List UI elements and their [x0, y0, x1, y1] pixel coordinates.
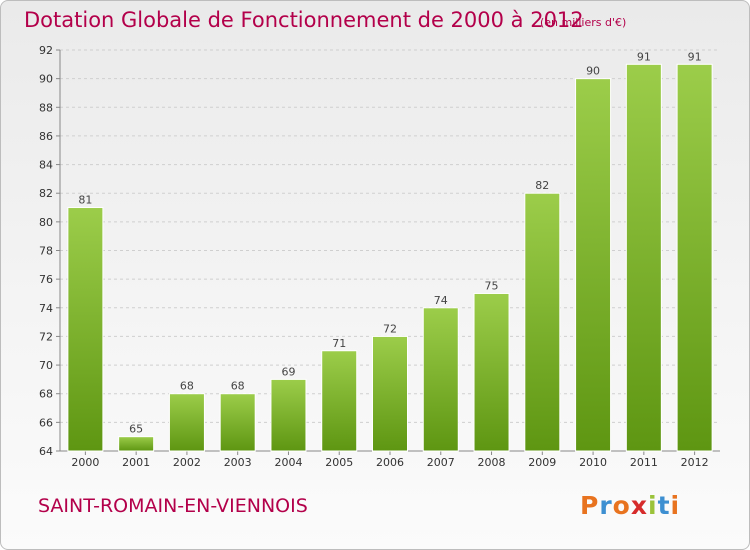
bar [372, 335, 408, 452]
x-tick-label: 2000 [71, 456, 99, 469]
bar [676, 63, 713, 452]
data-label: 68 [180, 380, 194, 393]
x-tick-label: 2004 [274, 456, 302, 469]
brand-letter: i [670, 491, 681, 520]
y-tick-label: 74 [39, 302, 53, 315]
x-tick-label: 2007 [427, 456, 455, 469]
brand-letter: x [630, 491, 648, 520]
y-tick-label: 64 [39, 445, 53, 458]
data-label: 68 [231, 380, 245, 393]
x-tick-label: 2009 [528, 456, 556, 469]
x-tick-label: 2011 [630, 456, 658, 469]
bar [625, 63, 662, 452]
y-tick-label: 68 [39, 388, 53, 401]
y-tick-label: 66 [39, 416, 53, 429]
bar [270, 378, 307, 452]
bar [575, 78, 612, 452]
x-tick-labels: 2000 2001 2002 2003 2004 2005 2006 2007 2008 2009… [71, 456, 708, 469]
y-tick-label: 72 [39, 330, 53, 343]
bar [219, 393, 256, 452]
brand-logo: Proxiti [580, 491, 680, 520]
y-tick-label: 70 [39, 359, 53, 372]
y-tick-labels: 64 66 68 70 72 74 76 78 80 82 84 86 88 90 92 [39, 44, 53, 458]
x-tick-label: 2008 [478, 456, 506, 469]
data-label: 65 [129, 423, 143, 436]
y-tick-label: 84 [39, 159, 53, 172]
bar [67, 207, 104, 452]
x-tick-label: 2003 [224, 456, 252, 469]
data-label: 74 [434, 294, 448, 307]
y-tick-label: 92 [39, 44, 53, 57]
bar [422, 307, 459, 452]
brand-letter: o [612, 491, 631, 520]
x-tick-label: 2010 [579, 456, 607, 469]
brand-letter: i [648, 491, 658, 520]
data-label: 71 [332, 337, 346, 350]
y-tick-label: 86 [39, 130, 53, 143]
data-label: 81 [78, 194, 92, 207]
x-tick-label: 2012 [681, 456, 709, 469]
data-label: 75 [485, 279, 499, 292]
bar [321, 350, 358, 452]
data-label: 69 [281, 365, 295, 378]
chart-title: Dotation Globale de Fonctionnement de 20… [24, 8, 584, 32]
bar [473, 292, 510, 452]
commune-name: SAINT-ROMAIN-EN-VIENNOIS [38, 495, 308, 517]
y-tick-label: 90 [39, 73, 53, 86]
bar [524, 192, 561, 452]
data-label: 72 [383, 322, 397, 335]
data-label: 91 [688, 50, 702, 63]
bar [118, 436, 155, 452]
y-tick-label: 80 [39, 216, 53, 229]
brand-letter: r [599, 491, 613, 520]
data-labels: 81 65 68 68 69 71 72 74 75 82 90 91 91 [78, 50, 701, 435]
y-tick-label: 76 [39, 273, 53, 286]
bar [168, 393, 205, 452]
y-tick-label: 78 [39, 245, 53, 258]
chart-unit: (en milliers d'€) [540, 16, 627, 29]
brand-letter: P [580, 491, 600, 520]
x-tick-label: 2006 [376, 456, 404, 469]
bars [67, 63, 713, 452]
y-tick-label: 88 [39, 101, 53, 114]
brand-letter: t [657, 491, 671, 520]
x-tick-label: 2005 [325, 456, 353, 469]
x-tick-label: 2002 [173, 456, 201, 469]
x-tick-label: 2001 [122, 456, 150, 469]
y-tick-label: 82 [39, 187, 53, 200]
data-label: 90 [586, 65, 600, 78]
data-label: 82 [535, 179, 549, 192]
data-label: 91 [637, 50, 651, 63]
